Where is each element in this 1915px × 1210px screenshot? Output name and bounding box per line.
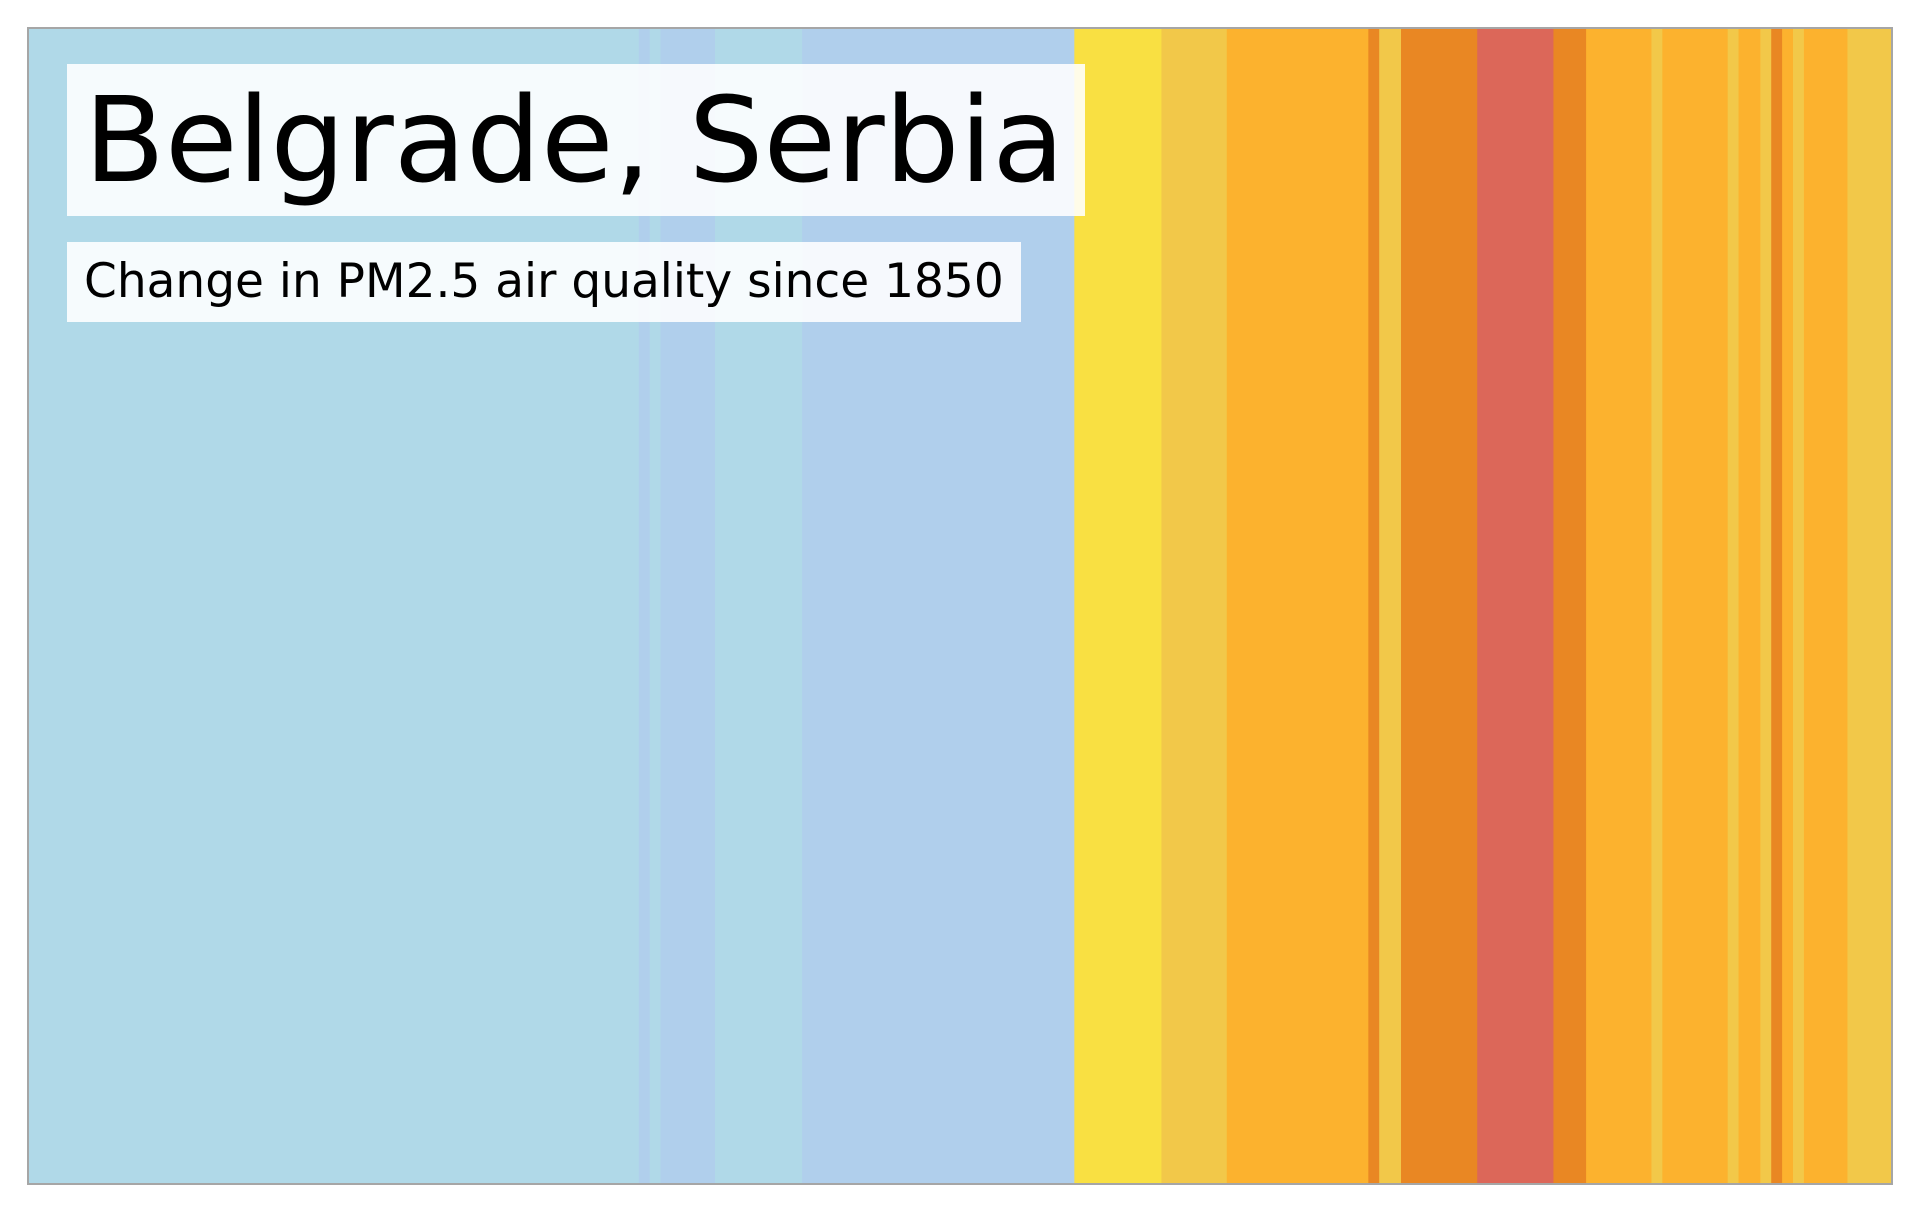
stripe-2012 [1793,29,1805,1183]
stripe-1974 [1379,29,1402,1183]
stripe-1850 [29,29,640,1183]
stripe-2011 [1782,29,1794,1183]
stripe-2017 [1847,29,1891,1183]
stripe-2000 [1662,29,1729,1183]
stripes-chart: Belgrade, Serbia Change in PM2.5 air qua… [27,27,1893,1185]
stripe-2006 [1727,29,1740,1183]
stripe-2009 [1760,29,1772,1183]
chart-title: Belgrade, Serbia [67,64,1085,216]
stripe-1954 [1161,29,1228,1183]
stripe-1990 [1553,29,1587,1183]
stripe-1946 [1074,29,1163,1183]
stripe-2010 [1771,29,1783,1183]
chart-subtitle: Change in PM2.5 air quality since 1850 [67,242,1021,322]
stripe-1999 [1651,29,1663,1183]
stripe-2013 [1803,29,1849,1183]
stripe-1983 [1477,29,1555,1183]
stripe-1960 [1226,29,1369,1183]
stripe-1976 [1401,29,1478,1183]
stripe-1921 [802,29,1075,1183]
stripe-1907 [649,29,662,1183]
stripe-1908 [660,29,716,1183]
stripe-1973 [1368,29,1380,1183]
stripe-2007 [1738,29,1761,1183]
stripe-1906 [638,29,651,1183]
stripe-1913 [715,29,803,1183]
stripes-plot-area [29,29,1891,1183]
stripe-1993 [1586,29,1653,1183]
